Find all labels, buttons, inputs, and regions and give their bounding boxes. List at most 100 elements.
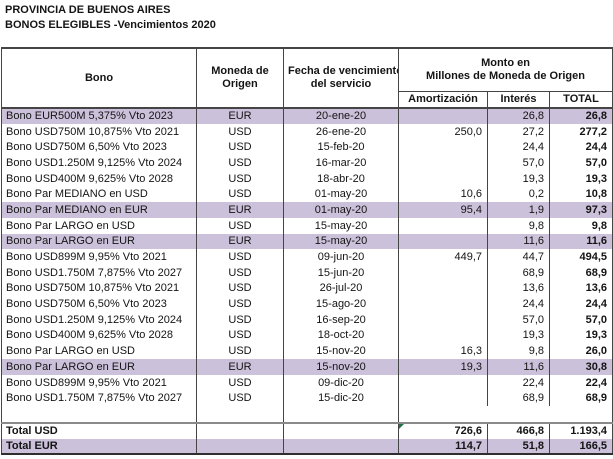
cell-total[interactable]: 24,4 — [548, 139, 613, 156]
total-total[interactable]: 1.193,4 — [548, 423, 613, 439]
cell-total[interactable]: 26,8 — [548, 108, 613, 124]
total-empty-cell[interactable] — [196, 438, 284, 455]
cell-bono[interactable]: Bono USD400M 9,625% Vto 2028 — [1, 327, 197, 344]
spacer-cell[interactable] — [196, 406, 284, 425]
cell-total[interactable]: 9,8 — [548, 217, 613, 234]
spacer-cell[interactable] — [1, 406, 197, 425]
cell-moneda[interactable]: USD — [196, 186, 284, 203]
cell-bono[interactable]: Bono Par MEDIANO en EUR — [1, 202, 197, 218]
cell-bono[interactable]: Bono Par LARGO en EUR — [1, 359, 197, 375]
cell-fecha[interactable]: 15-may-20 — [283, 217, 399, 234]
cell-moneda[interactable]: USD — [196, 280, 284, 297]
cell-amortizacion[interactable]: 19,3 — [398, 359, 488, 375]
cell-bono[interactable]: Bono USD750M 10,875% Vto 2021 — [1, 123, 197, 140]
cell-amortizacion[interactable]: 16,3 — [398, 343, 488, 359]
cell-total[interactable]: 57,0 — [548, 155, 613, 171]
cell-moneda[interactable]: USD — [196, 217, 284, 234]
col-header-fecha[interactable]: Fecha de vencimiento del servicio — [283, 48, 399, 109]
cell-fecha[interactable]: 15-ago-20 — [283, 296, 399, 312]
cell-total[interactable]: 68,9 — [548, 390, 613, 407]
cell-interes[interactable]: 19,3 — [487, 327, 550, 344]
cell-moneda[interactable]: USD — [196, 296, 284, 312]
cell-total[interactable]: 26,0 — [548, 343, 613, 359]
total-interes[interactable]: 51,8 — [487, 438, 550, 455]
cell-total[interactable]: 494,5 — [548, 249, 613, 265]
cell-bono[interactable]: Bono Par LARGO en EUR — [1, 233, 197, 250]
total-empty-cell[interactable] — [283, 438, 399, 455]
total-label[interactable]: Total EUR — [1, 438, 197, 455]
cell-moneda[interactable]: USD — [196, 249, 284, 265]
col-header-interes[interactable]: Interés — [487, 91, 550, 109]
cell-interes[interactable]: 9,8 — [487, 343, 550, 359]
cell-total[interactable]: 19,3 — [548, 170, 613, 187]
cell-bono[interactable]: Bono Par LARGO en USD — [1, 217, 197, 234]
cell-moneda[interactable]: EUR — [196, 202, 284, 218]
cell-fecha[interactable]: 20-ene-20 — [283, 108, 399, 124]
cell-interes[interactable]: 26,8 — [487, 108, 550, 124]
cell-total[interactable]: 22,4 — [548, 374, 613, 391]
cell-amortizacion[interactable] — [398, 217, 488, 234]
cell-moneda[interactable]: USD — [196, 343, 284, 359]
total-label[interactable]: Total USD — [1, 423, 197, 439]
cell-total[interactable]: 10,8 — [548, 186, 613, 203]
cell-interes[interactable]: 57,0 — [487, 155, 550, 171]
cell-amortizacion[interactable] — [398, 108, 488, 124]
cell-bono[interactable]: Bono USD1.250M 9,125% Vto 2024 — [1, 155, 197, 171]
cell-fecha[interactable]: 09-dic-20 — [283, 374, 399, 391]
total-interes[interactable]: 466,8 — [487, 423, 550, 439]
cell-moneda[interactable]: USD — [196, 264, 284, 281]
cell-bono[interactable]: Bono USD899M 9,95% Vto 2021 — [1, 249, 197, 265]
cell-moneda[interactable]: USD — [196, 327, 284, 344]
cell-moneda[interactable]: USD — [196, 170, 284, 187]
cell-interes[interactable]: 19,3 — [487, 170, 550, 187]
col-header-bono[interactable]: Bono — [1, 48, 197, 109]
cell-fecha[interactable]: 15-nov-20 — [283, 343, 399, 359]
cell-total[interactable]: 19,3 — [548, 327, 613, 344]
cell-fecha[interactable]: 26-ene-20 — [283, 123, 399, 140]
cell-total[interactable]: 24,4 — [548, 296, 613, 312]
cell-amortizacion[interactable] — [398, 390, 488, 407]
cell-total[interactable]: 68,9 — [548, 264, 613, 281]
spacer-cell[interactable] — [487, 406, 550, 425]
cell-fecha[interactable]: 15-feb-20 — [283, 139, 399, 156]
cell-fecha[interactable]: 26-jul-20 — [283, 280, 399, 297]
cell-interes[interactable]: 68,9 — [487, 264, 550, 281]
total-amortizacion[interactable]: 726,6 — [398, 423, 488, 439]
cell-interes[interactable]: 68,9 — [487, 390, 550, 407]
cell-amortizacion[interactable]: 250,0 — [398, 123, 488, 140]
cell-amortizacion[interactable] — [398, 139, 488, 156]
cell-fecha[interactable]: 09-jun-20 — [283, 249, 399, 265]
cell-moneda[interactable]: USD — [196, 390, 284, 407]
cell-amortizacion[interactable]: 10,6 — [398, 186, 488, 203]
cell-amortizacion[interactable] — [398, 233, 488, 250]
col-header-total[interactable]: TOTAL — [548, 91, 613, 109]
cell-bono[interactable]: Bono USD750M 6,50% Vto 2023 — [1, 139, 197, 156]
cell-interes[interactable]: 57,0 — [487, 311, 550, 328]
cell-interes[interactable]: 9,8 — [487, 217, 550, 234]
cell-interes[interactable]: 0,2 — [487, 186, 550, 203]
cell-amortizacion[interactable] — [398, 155, 488, 171]
cell-moneda[interactable]: USD — [196, 374, 284, 391]
cell-amortizacion[interactable] — [398, 327, 488, 344]
cell-bono[interactable]: Bono USD400M 9,625% Vto 2028 — [1, 170, 197, 187]
cell-amortizacion[interactable]: 95,4 — [398, 202, 488, 218]
cell-total[interactable]: 97,3 — [548, 202, 613, 218]
cell-total[interactable]: 30,8 — [548, 359, 613, 375]
cell-moneda[interactable]: EUR — [196, 108, 284, 124]
cell-bono[interactable]: Bono USD750M 6,50% Vto 2023 — [1, 296, 197, 312]
cell-moneda[interactable]: USD — [196, 155, 284, 171]
cell-fecha[interactable]: 18-oct-20 — [283, 327, 399, 344]
cell-bono[interactable]: Bono USD1.750M 7,875% Vto 2027 — [1, 390, 197, 407]
cell-fecha[interactable]: 15-nov-20 — [283, 359, 399, 375]
cell-fecha[interactable]: 18-abr-20 — [283, 170, 399, 187]
cell-bono[interactable]: Bono USD750M 10,875% Vto 2021 — [1, 280, 197, 297]
cell-bono[interactable]: Bono Par LARGO en USD — [1, 343, 197, 359]
cell-moneda[interactable]: USD — [196, 123, 284, 140]
cell-interes[interactable]: 27,2 — [487, 123, 550, 140]
cell-fecha[interactable]: 01-may-20 — [283, 186, 399, 203]
spacer-cell[interactable] — [398, 406, 488, 425]
cell-moneda[interactable]: USD — [196, 311, 284, 328]
cell-interes[interactable]: 22,4 — [487, 374, 550, 391]
cell-amortizacion[interactable] — [398, 170, 488, 187]
cell-total[interactable]: 277,2 — [548, 123, 613, 140]
